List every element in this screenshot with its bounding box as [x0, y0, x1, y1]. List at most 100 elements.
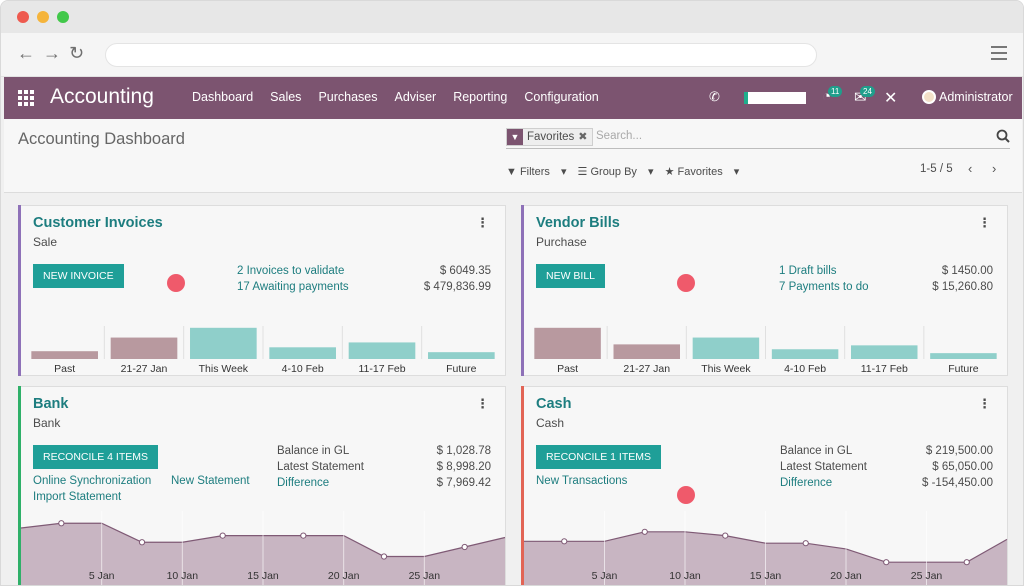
menu-reporting[interactable]: Reporting — [453, 90, 508, 104]
favorites-dropdown[interactable]: ★ Favorites ▾ — [664, 166, 740, 178]
address-bar[interactable] — [105, 43, 817, 67]
group-by-dropdown[interactable]: ☰ Group By ▾ — [577, 166, 654, 178]
chart-point — [58, 520, 65, 527]
bills-bar-chart: Past 21-27 Jan This Week 4-10 Feb 11-17 Feb F… — [534, 326, 997, 375]
chart-bar — [930, 353, 997, 359]
card-title[interactable]: Vendor Bills — [536, 215, 620, 231]
activity-badge: 11 — [828, 86, 843, 97]
new-invoice-button[interactable]: NEW INVOICE — [33, 264, 124, 288]
page-title: Accounting Dashboard — [18, 130, 185, 148]
phone-icon[interactable]: ✆ — [709, 89, 720, 104]
hamburger-icon[interactable] — [991, 46, 1007, 64]
online-sync-link[interactable]: Online Synchronization — [33, 475, 152, 487]
maximize-window-icon[interactable] — [57, 11, 69, 23]
chart-bar — [31, 351, 98, 359]
pager-next-icon[interactable]: › — [992, 161, 997, 176]
chart-x-label: Future — [446, 363, 477, 375]
card-title[interactable]: Bank — [33, 396, 69, 412]
balance-gl-label: Balance in GL — [277, 445, 350, 457]
chart-point — [380, 553, 388, 560]
import-statement-link[interactable]: Import Statement — [33, 491, 122, 503]
difference-link[interactable]: Difference — [780, 477, 833, 489]
draft-bills-link[interactable]: 1 Draft bills — [779, 265, 837, 277]
chart-x-label: 20 Jan — [830, 570, 862, 582]
filters-dropdown[interactable]: ▼ Filters ▾ — [506, 166, 567, 178]
bank-line-chart: 5 Jan 10 Jan 15 Jan 20 Jan 25 Jan — [20, 511, 506, 585]
chart-x-label: Past — [54, 363, 75, 375]
chart-bar — [190, 327, 257, 359]
new-transactions-link[interactable]: New Transactions — [536, 475, 628, 487]
difference-link[interactable]: Difference — [277, 477, 330, 489]
more-options-icon[interactable]: ⋮ — [476, 396, 489, 411]
menu-configuration[interactable]: Configuration — [524, 90, 599, 104]
chart-bar — [692, 337, 760, 359]
chart-point — [138, 539, 146, 546]
invoices-to-validate-link[interactable]: 2 Invoices to validate — [237, 265, 345, 277]
journal-card-bank: Bank Bank ⋮ RECONCILE 4 ITEMS Online Syn… — [18, 386, 506, 585]
chart-point — [722, 532, 729, 539]
chart-bar — [428, 352, 495, 359]
voip-progress-bar — [744, 92, 806, 104]
payments-to-do-link[interactable]: 7 Payments to do — [779, 281, 869, 293]
more-options-icon[interactable]: ⋮ — [978, 215, 991, 230]
chart-x-label: 25 Jan — [911, 570, 943, 582]
chart-point — [461, 543, 468, 551]
remove-facet-icon[interactable]: ✖ — [578, 131, 588, 143]
chart-x-label: Future — [948, 363, 979, 375]
close-window-icon[interactable] — [17, 11, 29, 23]
menu-purchases[interactable]: Purchases — [318, 90, 378, 104]
avatar — [922, 90, 936, 104]
browser-toolbar: ← → ↻ — [1, 33, 1023, 77]
window-titlebar — [1, 1, 1023, 33]
chart-point — [561, 538, 568, 545]
pager-previous-icon[interactable]: ‹ — [968, 161, 973, 176]
menu-adviser[interactable]: Adviser — [394, 90, 437, 104]
cursor-marker — [167, 274, 185, 292]
new-statement-link[interactable]: New Statement — [171, 475, 250, 487]
chart-point — [802, 540, 809, 547]
balance-gl-label: Balance in GL — [780, 445, 853, 457]
amount-payments: $ 15,260.80 — [932, 281, 993, 293]
chart-point — [641, 528, 648, 535]
search-bar: ▼ Favorites ✖ Search... — [506, 127, 1010, 149]
chart-point — [219, 532, 226, 539]
minimize-window-icon[interactable] — [37, 11, 49, 23]
chart-x-label: 10 Jan — [669, 570, 701, 582]
latest-statement-amount: $ 65,050.00 — [932, 461, 993, 473]
chart-point — [883, 559, 890, 566]
back-arrow-icon[interactable]: ← — [17, 43, 35, 63]
difference-amount: $ -154,450.00 — [922, 477, 993, 489]
chart-x-label: 21-27 Jan — [623, 363, 670, 375]
menu-dashboard[interactable]: Dashboard — [192, 90, 254, 104]
search-input[interactable]: Search... — [596, 130, 643, 142]
card-title[interactable]: Customer Invoices — [33, 215, 163, 231]
new-bill-button[interactable]: NEW BILL — [536, 264, 606, 288]
reconcile-button[interactable]: RECONCILE 4 ITEMS — [33, 445, 159, 469]
app-navbar: Accounting Dashboard Sales Purchases Adv… — [4, 77, 1022, 119]
tools-icon[interactable]: ✕ — [884, 90, 898, 107]
activity-icon[interactable]: ◔ — [822, 88, 832, 105]
chart-x-label: 25 Jan — [409, 570, 441, 582]
app-brand[interactable]: Accounting — [50, 85, 154, 108]
cursor-marker — [677, 486, 695, 504]
more-options-icon[interactable]: ⋮ — [978, 396, 991, 411]
more-options-icon[interactable]: ⋮ — [476, 215, 489, 230]
forward-arrow-icon[interactable]: → — [43, 43, 61, 63]
menu-sales[interactable]: Sales — [270, 90, 302, 104]
awaiting-payments-link[interactable]: 17 Awaiting payments — [237, 281, 349, 293]
search-icon[interactable] — [996, 129, 1010, 143]
reload-icon[interactable]: ↻ — [69, 43, 85, 63]
amount-draft: $ 1450.00 — [941, 265, 993, 277]
chart-x-label: This Week — [199, 363, 249, 375]
journal-card-cash: Cash Cash ⋮ RECONCILE 1 ITEMS New Transa… — [521, 386, 1008, 585]
search-facet[interactable]: ▼ Favorites ✖ — [506, 128, 593, 146]
apps-grid-icon[interactable] — [18, 90, 34, 106]
journal-card-customer-invoices: Customer Invoices Sale ⋮ NEW INVOICE 2 I… — [18, 205, 506, 376]
reconcile-button[interactable]: RECONCILE 1 ITEMS — [536, 445, 662, 469]
user-menu[interactable]: Administrator — [922, 90, 1013, 104]
cash-line-chart: 5 Jan 10 Jan 15 Jan 20 Jan 25 Jan — [524, 511, 1008, 585]
amount-to-validate: $ 6049.35 — [439, 265, 491, 277]
balance-gl-amount: $ 219,500.00 — [925, 445, 993, 457]
card-title[interactable]: Cash — [536, 396, 572, 412]
